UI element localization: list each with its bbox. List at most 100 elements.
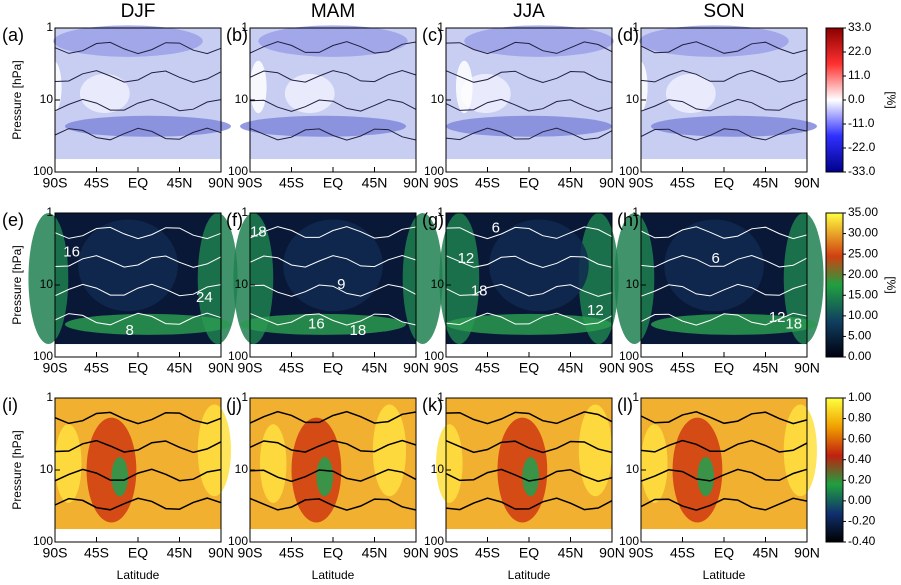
- x-tick-label: 90N: [794, 545, 820, 561]
- x-tick-label: 45N: [753, 545, 779, 561]
- y-tick-label: 100: [228, 349, 248, 363]
- y-tick-label: 10: [626, 277, 640, 291]
- colorbar: [825, 397, 844, 543]
- y-tick-label: 1: [437, 390, 444, 404]
- field-patch: [316, 456, 334, 497]
- contour-line: [54, 98, 222, 112]
- field-patch: [259, 424, 287, 503]
- contour-line: [445, 497, 613, 511]
- contour-line: [249, 69, 417, 83]
- x-tick-label: 90N: [208, 360, 234, 376]
- contour-line: [640, 69, 808, 83]
- colorbar-tick-label: 20.00: [848, 267, 878, 281]
- field-patch: [697, 456, 715, 497]
- contour-line: [640, 439, 808, 453]
- y-tick-label: 100: [228, 534, 248, 548]
- x-tick-label: EQ: [128, 175, 148, 191]
- y-tick-label: 100: [33, 534, 53, 548]
- contour-line: [249, 127, 417, 141]
- column-title: DJF: [121, 1, 156, 22]
- colorbar-tick-label: -0.40: [848, 534, 876, 548]
- contour-line: [445, 411, 613, 425]
- field-patch: [446, 115, 612, 137]
- colorbar-tick-label: 0.60: [848, 431, 872, 445]
- x-tick-label: EQ: [323, 545, 343, 561]
- colorbar-tick-label: -0.20: [848, 514, 876, 528]
- field-patch: [578, 404, 613, 497]
- y-tick-label: 100: [619, 349, 639, 363]
- field-patch: [464, 25, 614, 57]
- contour-line: [640, 127, 808, 141]
- contour-line: [249, 226, 417, 239]
- x-axis-label: Latitude: [703, 568, 746, 582]
- colorbar-tick-label: 0.00: [848, 493, 872, 507]
- x-tick-label: 45S: [84, 545, 109, 561]
- x-tick-label: 90S: [434, 175, 459, 191]
- x-tick-label: EQ: [323, 360, 343, 376]
- y-tick-label: 1: [632, 205, 639, 219]
- colorbar-tick-label: 1.00: [848, 390, 872, 404]
- y-axis-label: Pressure [hPa]: [10, 245, 24, 324]
- panel-label: (i): [2, 395, 18, 415]
- x-tick-label: EQ: [519, 545, 539, 561]
- contour-line: [445, 127, 613, 141]
- x-tick-label: 90N: [794, 360, 820, 376]
- contour-label: 18: [785, 315, 802, 332]
- contour-line: [640, 468, 808, 482]
- colorbar: [825, 212, 844, 358]
- x-tick-label: 90S: [238, 545, 263, 561]
- colorbar-tick-label: 0.40: [848, 452, 872, 466]
- contour-line: [445, 255, 613, 269]
- contour-line: [445, 70, 613, 84]
- contour-line: [445, 226, 613, 240]
- x-tick-label: 45S: [670, 360, 695, 376]
- colorbar-tick-label: 0.0: [848, 92, 865, 106]
- colorbar-tick-label: 15.00: [848, 287, 878, 301]
- y-tick-label: 100: [33, 349, 53, 363]
- x-tick-label: 45N: [362, 360, 388, 376]
- colorbar-tick-label: 33.0: [848, 20, 872, 34]
- x-axis-label: Latitude: [312, 568, 355, 582]
- contour-line: [249, 98, 417, 112]
- colorbar: [825, 27, 844, 173]
- contour-label: 12: [458, 250, 475, 267]
- contour-line: [249, 497, 417, 511]
- x-tick-label: EQ: [714, 175, 734, 191]
- contour-line: [640, 283, 808, 297]
- colorbar-tick-label: -11.0: [848, 116, 875, 130]
- contour-label: 24: [196, 289, 213, 306]
- field-patch: [249, 60, 267, 114]
- x-tick-label: 45S: [475, 175, 500, 191]
- field-patch: [522, 456, 539, 497]
- y-tick-label: 10: [235, 92, 249, 106]
- x-tick-label: 45N: [558, 545, 584, 561]
- field: [641, 398, 807, 530]
- contour-line: [54, 226, 222, 240]
- colorbar-tick-label: 35.00: [848, 205, 878, 219]
- x-tick-label: 90S: [629, 175, 654, 191]
- x-tick-label: 45N: [167, 545, 193, 561]
- field-patch: [578, 213, 619, 345]
- y-tick-label: 1: [46, 205, 53, 219]
- colorbar-tick-label: 5.00: [848, 329, 872, 343]
- y-tick-label: 10: [431, 277, 445, 291]
- x-axis-label: Latitude: [117, 568, 160, 582]
- y-axis-label: Pressure [hPa]: [10, 60, 24, 139]
- x-tick-label: 45N: [558, 175, 584, 191]
- y-tick-label: 1: [46, 20, 53, 34]
- contour-line: [54, 497, 222, 511]
- field-patch: [672, 417, 723, 523]
- x-tick-label: 90S: [43, 175, 68, 191]
- contour-line: [445, 283, 613, 297]
- colorbar-tick-label: 10.00: [848, 308, 878, 322]
- field-patch: [197, 213, 238, 345]
- field-patch: [86, 417, 137, 523]
- x-tick-label: EQ: [128, 360, 148, 376]
- x-tick-label: 90N: [599, 360, 625, 376]
- x-tick-label: 45N: [558, 360, 584, 376]
- contour-line: [640, 226, 808, 240]
- x-tick-label: 90S: [629, 545, 654, 561]
- colorbar-tick-label: 22.0: [848, 44, 872, 58]
- field-patch: [436, 424, 463, 503]
- y-tick-label: 10: [626, 92, 640, 106]
